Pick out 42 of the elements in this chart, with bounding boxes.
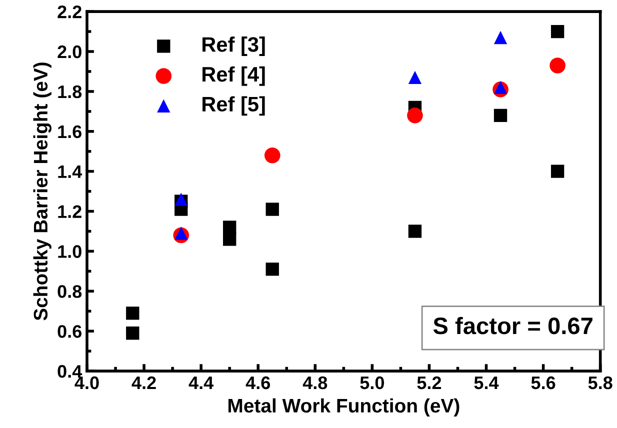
point (494, 80, 508, 94)
x-tick-label: 4.2 (132, 376, 156, 390)
x-tick-label: 4.6 (246, 376, 270, 390)
y-tick-label: 0.8 (58, 285, 82, 298)
point (550, 24, 564, 38)
point (494, 30, 508, 44)
point (408, 224, 422, 238)
y-tick-label: 1.8 (58, 85, 82, 98)
point (494, 108, 508, 122)
y-tick-label: 1.4 (58, 165, 82, 178)
y-tick-label: 2.0 (58, 45, 82, 58)
point (126, 326, 140, 340)
point (264, 147, 280, 164)
x-tick-label: 4.4 (188, 376, 214, 390)
y-tick-label: 2.2 (58, 5, 82, 18)
y-axis-title: Schottky Barrier Height (eV) (33, 62, 52, 320)
point (174, 226, 188, 240)
point (408, 70, 422, 84)
legend-label: Ref [5] (202, 96, 265, 116)
x-tick-label: 5.2 (417, 376, 442, 390)
x-tick-label: 4.0 (74, 376, 99, 390)
x-tick-label: 5.8 (588, 376, 612, 390)
point (266, 202, 279, 216)
y-tick-label: 1.2 (58, 205, 82, 218)
point (223, 232, 236, 246)
y-tick-label: 0.6 (58, 325, 82, 338)
legend-label: Ref [3] (202, 36, 265, 56)
y-tick-label: 1.6 (58, 125, 82, 138)
y-tick-label: 0.4 (58, 365, 82, 378)
x-axis-title: Metal Work Function (eV) (228, 398, 460, 416)
x-tick-label: 5.6 (531, 376, 556, 390)
y-tick-label: 1.0 (58, 245, 82, 258)
point (266, 262, 279, 276)
x-tick-label: 4.8 (302, 376, 328, 390)
legend-label: Ref [4] (202, 66, 265, 86)
annotation: S factor = 0.67 (433, 316, 592, 334)
x-tick-label: 5.0 (360, 376, 384, 390)
point (550, 58, 566, 74)
point (407, 108, 423, 124)
x-tick-label: 5.4 (474, 376, 499, 390)
point (126, 306, 140, 320)
point (550, 164, 564, 178)
